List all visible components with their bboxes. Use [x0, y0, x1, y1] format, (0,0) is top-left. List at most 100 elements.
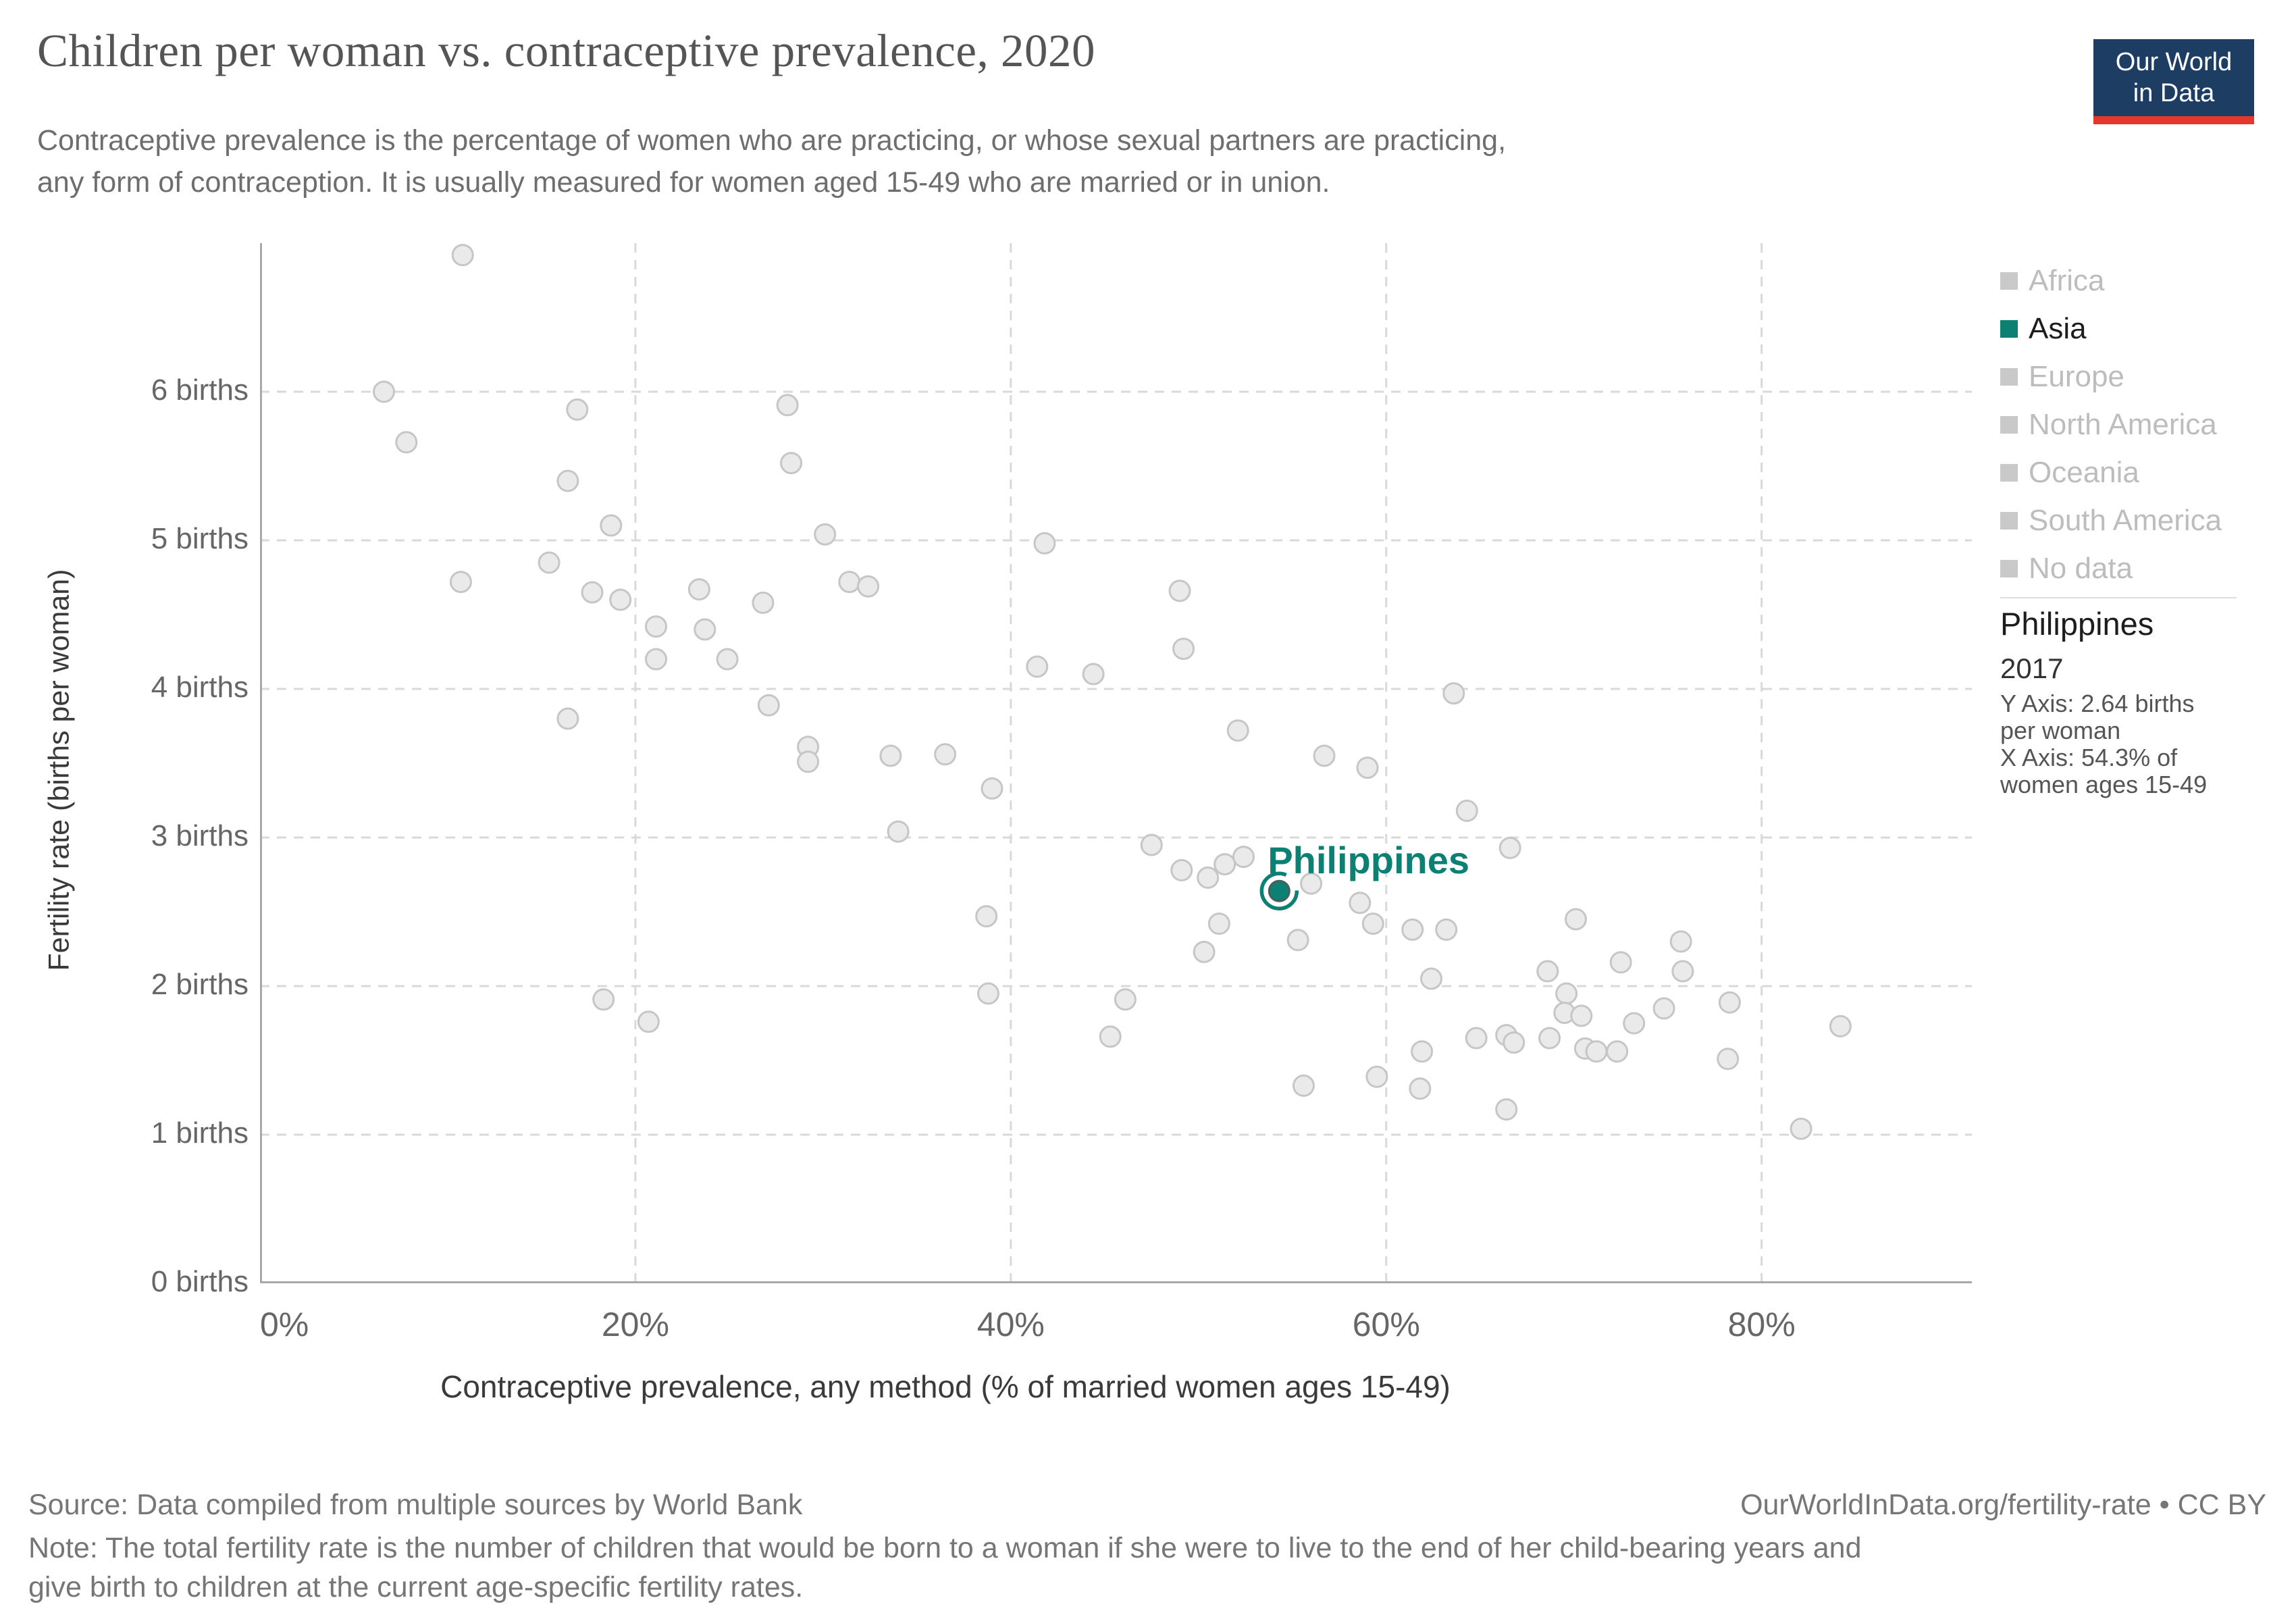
- highlight-data-point[interactable]: [1268, 879, 1290, 902]
- data-point[interactable]: [1356, 756, 1379, 779]
- data-point[interactable]: [1349, 892, 1372, 915]
- data-point[interactable]: [687, 578, 710, 601]
- data-point[interactable]: [1585, 1040, 1608, 1063]
- legend-item-south-america[interactable]: South America: [2000, 496, 2284, 544]
- data-point[interactable]: [1172, 638, 1195, 661]
- data-point[interactable]: [752, 591, 775, 614]
- data-point[interactable]: [1313, 744, 1336, 767]
- data-point[interactable]: [451, 244, 474, 267]
- legend-item-north-america[interactable]: North America: [2000, 401, 2284, 448]
- data-point[interactable]: [1536, 960, 1559, 983]
- data-point[interactable]: [449, 571, 472, 594]
- data-point[interactable]: [556, 707, 579, 730]
- data-point[interactable]: [1609, 951, 1632, 974]
- data-point[interactable]: [776, 394, 799, 417]
- data-point[interactable]: [1495, 1098, 1518, 1121]
- data-point[interactable]: [1669, 930, 1692, 953]
- data-point[interactable]: [887, 820, 910, 843]
- data-point[interactable]: [838, 571, 861, 594]
- data-point[interactable]: [780, 452, 803, 475]
- data-point[interactable]: [1555, 982, 1578, 1005]
- legend-label: Europe: [2029, 359, 2124, 393]
- data-point[interactable]: [1606, 1040, 1629, 1063]
- selected-country-name: Philippines: [2000, 606, 2154, 642]
- data-point[interactable]: [1232, 846, 1255, 869]
- data-point[interactable]: [1570, 1004, 1593, 1027]
- data-point[interactable]: [1435, 918, 1458, 941]
- highlight-label: Philippines: [1268, 839, 1469, 881]
- data-point[interactable]: [645, 648, 667, 671]
- legend-label: South America: [2029, 503, 2222, 537]
- data-point[interactable]: [1214, 853, 1236, 876]
- data-point[interactable]: [1623, 1012, 1646, 1035]
- x-tick-label: 60%: [1352, 1306, 1420, 1343]
- data-point[interactable]: [797, 750, 820, 773]
- data-point[interactable]: [1197, 866, 1220, 889]
- data-point[interactable]: [1286, 929, 1309, 952]
- data-point[interactable]: [1082, 663, 1105, 686]
- data-point[interactable]: [1168, 580, 1191, 602]
- data-point[interactable]: [1365, 1065, 1388, 1088]
- data-point[interactable]: [1455, 799, 1478, 822]
- data-point[interactable]: [1033, 532, 1056, 555]
- data-point[interactable]: [373, 380, 395, 403]
- data-point[interactable]: [1170, 858, 1193, 881]
- legend-item-no-data[interactable]: No data: [2000, 544, 2284, 592]
- data-point[interactable]: [857, 575, 880, 598]
- data-point[interactable]: [1226, 719, 1249, 742]
- legend-item-africa[interactable]: Africa: [2000, 257, 2284, 305]
- data-point[interactable]: [592, 988, 615, 1011]
- data-point[interactable]: [1140, 833, 1163, 856]
- legend-item-oceania[interactable]: Oceania: [2000, 448, 2284, 496]
- attribution-line: OurWorldInData.org/fertility-rate • CC B…: [1740, 1489, 2266, 1521]
- data-point[interactable]: [1829, 1014, 1852, 1037]
- data-point[interactable]: [1361, 912, 1384, 935]
- data-point[interactable]: [566, 398, 589, 421]
- data-point[interactable]: [395, 431, 418, 454]
- legend-item-europe[interactable]: Europe: [2000, 353, 2284, 401]
- y-tick-label: 5 births: [151, 522, 249, 555]
- legend-label: North America: [2029, 407, 2217, 441]
- data-point[interactable]: [1300, 872, 1323, 895]
- data-point[interactable]: [1099, 1025, 1122, 1048]
- data-point[interactable]: [1717, 1048, 1740, 1071]
- data-point[interactable]: [1207, 912, 1230, 935]
- data-point[interactable]: [694, 618, 716, 641]
- data-point[interactable]: [600, 514, 623, 537]
- data-point[interactable]: [975, 905, 998, 928]
- data-point[interactable]: [716, 648, 739, 671]
- data-point[interactable]: [934, 743, 957, 766]
- data-point[interactable]: [609, 588, 632, 611]
- data-point[interactable]: [1026, 655, 1049, 678]
- data-point[interactable]: [556, 469, 579, 492]
- data-point[interactable]: [879, 744, 902, 767]
- data-point[interactable]: [981, 777, 1003, 800]
- data-point[interactable]: [1409, 1077, 1432, 1100]
- data-point[interactable]: [1498, 836, 1521, 859]
- legend-swatch: [2000, 559, 2018, 577]
- data-point[interactable]: [1652, 997, 1675, 1020]
- data-point[interactable]: [637, 1010, 660, 1033]
- data-point[interactable]: [1420, 967, 1442, 990]
- data-point[interactable]: [1671, 960, 1694, 983]
- data-point[interactable]: [1114, 988, 1137, 1011]
- data-point[interactable]: [757, 694, 780, 717]
- legend-item-asia[interactable]: Asia: [2000, 305, 2284, 353]
- data-point[interactable]: [538, 551, 560, 574]
- data-point[interactable]: [1465, 1027, 1488, 1050]
- data-point[interactable]: [1790, 1117, 1812, 1140]
- data-point[interactable]: [977, 982, 999, 1005]
- data-point[interactable]: [1193, 940, 1216, 963]
- data-point[interactable]: [1565, 908, 1587, 931]
- data-point[interactable]: [814, 523, 837, 546]
- data-point[interactable]: [1442, 682, 1465, 705]
- data-point[interactable]: [1718, 991, 1741, 1014]
- data-point[interactable]: [1411, 1040, 1434, 1063]
- data-point[interactable]: [645, 615, 667, 638]
- data-point[interactable]: [1401, 918, 1424, 941]
- data-point[interactable]: [1293, 1074, 1315, 1097]
- data-point[interactable]: [1538, 1027, 1561, 1050]
- owid-logo-red-bar: [2093, 116, 2254, 124]
- data-point[interactable]: [581, 581, 604, 604]
- data-point[interactable]: [1503, 1031, 1525, 1054]
